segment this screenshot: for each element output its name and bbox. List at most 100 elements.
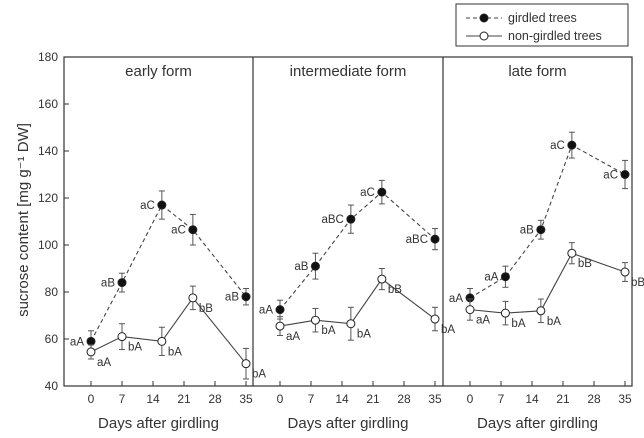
y-tick-label: 120 xyxy=(38,191,58,205)
legend-marker xyxy=(479,13,489,23)
significance-label: bA xyxy=(252,369,266,381)
point-non-girdled xyxy=(346,319,356,329)
point-non-girdled xyxy=(620,267,630,277)
point-girdled xyxy=(377,187,387,197)
x-axis-title: Days after girdling xyxy=(98,415,219,432)
significance-label: bA xyxy=(128,342,142,354)
significance-label: bB xyxy=(631,277,644,289)
significance-label: bA xyxy=(441,324,455,336)
y-tick-label: 160 xyxy=(38,97,58,111)
axes-layer: 40 60 80 100 120 140 160 180 xyxy=(38,50,633,393)
x-tick-label: 7 xyxy=(308,392,315,406)
point-girdled xyxy=(500,272,510,282)
panel-title: late form xyxy=(508,63,566,80)
significance-label: bA xyxy=(547,316,561,328)
x-tick-label: 14 xyxy=(146,392,160,406)
series-line-girdled xyxy=(279,191,436,310)
y-axis-title: sucrose content [mg g⁻¹ DW] xyxy=(15,123,32,317)
point-non-girdled xyxy=(241,359,251,369)
x-tick-label: 14 xyxy=(335,392,349,406)
point-non-girdled xyxy=(86,347,96,357)
y-tick-label: 180 xyxy=(38,50,58,64)
point-girdled xyxy=(275,305,285,315)
panels-layer: early form 0 7 14 21 28 35 Days after girdling a… xyxy=(70,63,644,432)
significance-label: aC xyxy=(603,170,618,182)
point-girdled xyxy=(567,140,577,150)
x-tick-label: 7 xyxy=(498,392,505,406)
x-tick-label: 35 xyxy=(618,392,632,406)
point-non-girdled xyxy=(117,332,127,342)
point-non-girdled xyxy=(465,305,475,315)
significance-label: aBC xyxy=(406,234,428,246)
significance-label: aB xyxy=(294,261,308,273)
significance-label: bB xyxy=(199,303,213,315)
significance-label: aA xyxy=(476,315,490,327)
point-girdled xyxy=(188,225,198,235)
point-girdled xyxy=(241,292,251,302)
significance-label: aBC xyxy=(321,214,343,226)
significance-label: aA xyxy=(97,357,111,369)
legend-label: girdled trees xyxy=(508,11,577,25)
x-tick-label: 21 xyxy=(366,392,380,406)
significance-label: bB xyxy=(578,258,592,270)
significance-label: bA xyxy=(168,346,182,358)
point-girdled xyxy=(310,261,320,271)
significance-label: aB xyxy=(101,278,115,290)
point-girdled xyxy=(430,234,440,244)
significance-label: aA xyxy=(484,272,498,284)
x-tick-label: 28 xyxy=(587,392,601,406)
panel-3: late form 0 7 14 21 28 35 Days after girdling aA… xyxy=(449,63,644,432)
plot-frame xyxy=(63,56,633,387)
point-girdled xyxy=(536,225,546,235)
panel-2: intermediate form 0 7 14 21 28 35 Days after gi… xyxy=(259,63,455,432)
significance-label: aB xyxy=(225,292,239,304)
panel-title: early form xyxy=(125,63,192,80)
series-line-girdled xyxy=(90,204,247,342)
x-tick-label: 0 xyxy=(277,392,284,406)
x-tick-label: 0 xyxy=(88,392,95,406)
point-girdled xyxy=(620,170,630,179)
y-tick-label: 60 xyxy=(45,332,59,346)
point-non-girdled xyxy=(567,248,577,258)
significance-label: aA xyxy=(286,331,300,343)
panel-title: intermediate form xyxy=(290,63,407,80)
y-tick-label: 100 xyxy=(38,238,58,252)
significance-label: bA xyxy=(357,329,371,341)
series-line-non-girdled xyxy=(279,278,436,327)
x-tick-label: 28 xyxy=(397,392,411,406)
x-tick-label: 35 xyxy=(428,392,442,406)
x-tick-label: 21 xyxy=(556,392,570,406)
significance-label: bA xyxy=(511,318,525,330)
significance-label: aC xyxy=(140,200,155,212)
point-girdled xyxy=(117,278,127,288)
point-girdled xyxy=(346,214,356,224)
panel-1: early form 0 7 14 21 28 35 Days after girdling a… xyxy=(70,63,266,432)
x-axis-title: Days after girdling xyxy=(477,415,598,432)
significance-label: aA xyxy=(70,336,84,348)
significance-label: aC xyxy=(171,225,186,237)
point-non-girdled xyxy=(536,306,546,316)
significance-label: bB xyxy=(388,284,402,296)
point-non-girdled xyxy=(188,293,198,303)
legend-label: non-girdled trees xyxy=(508,29,602,43)
x-tick-label: 14 xyxy=(525,392,539,406)
significance-label: aA xyxy=(449,293,463,305)
x-axis-title: Days after girdling xyxy=(288,415,409,432)
point-non-girdled xyxy=(430,314,440,324)
point-non-girdled xyxy=(275,321,285,331)
x-tick-label: 35 xyxy=(239,392,253,406)
y-tick-label: 80 xyxy=(45,285,59,299)
y-tick-label: 140 xyxy=(38,144,58,158)
point-girdled xyxy=(157,200,167,210)
point-non-girdled xyxy=(310,315,320,325)
x-tick-label: 7 xyxy=(119,392,126,406)
significance-label: bA xyxy=(321,325,335,337)
point-non-girdled xyxy=(157,336,167,346)
significance-label: aC xyxy=(360,187,375,199)
significance-label: aA xyxy=(259,305,273,317)
y-tick-label: 40 xyxy=(45,379,59,393)
x-tick-label: 28 xyxy=(208,392,222,406)
point-non-girdled xyxy=(500,308,510,318)
x-tick-label: 0 xyxy=(467,392,474,406)
